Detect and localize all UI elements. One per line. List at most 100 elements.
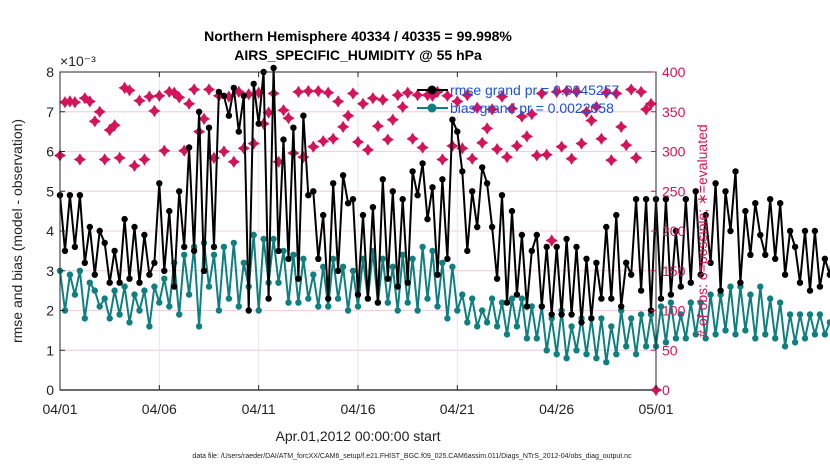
bias-point (349, 267, 357, 274)
obs-count-marker (227, 155, 240, 168)
bias-point (543, 347, 550, 354)
x-tick-label: 04/26 (539, 401, 574, 417)
x-tick-label: 05/01 (638, 401, 673, 417)
y-tick-label: 0 (46, 382, 54, 398)
rmse-point (439, 176, 446, 183)
bias-point (459, 291, 466, 298)
bias-point (121, 283, 128, 290)
obs-count-marker (525, 107, 538, 121)
rmse-point (772, 255, 779, 262)
bias-point (71, 291, 79, 298)
y-axis-label: rmse and bias (model - observation) (9, 119, 25, 343)
bias-point (166, 303, 173, 310)
bias-point (662, 339, 670, 346)
rmse-point (320, 211, 327, 219)
bias-point (136, 307, 143, 314)
rmse-point (310, 188, 317, 195)
bias-point (126, 319, 133, 326)
bias-point (210, 251, 218, 258)
obs-count-marker (406, 132, 419, 145)
rmse-point (474, 223, 481, 231)
rmse-point (449, 116, 456, 123)
rmse-point (613, 211, 620, 219)
obs-count-marker (307, 140, 320, 153)
bias-point (796, 311, 804, 318)
rmse-point (111, 247, 118, 255)
obs-count-marker (610, 87, 623, 100)
obs-count-marker (297, 150, 310, 164)
bias-point (752, 335, 759, 342)
rmse-point (508, 207, 516, 215)
bias-point (493, 323, 501, 330)
obs-count-marker (535, 87, 548, 100)
rmse-point (86, 223, 94, 231)
rmse-point (826, 271, 830, 278)
bias-point (712, 331, 719, 338)
y2-tick-label: 0 (662, 382, 670, 398)
x-tick-label: 04/11 (242, 401, 276, 417)
obs-count-marker (168, 86, 181, 99)
bias-point (583, 351, 590, 358)
bias-point (806, 311, 814, 318)
rmse-point (498, 192, 506, 199)
obs-count-marker (331, 95, 345, 108)
y2-axis-ticks: 0 50 100 150 200 250 300 350 400 (651, 64, 686, 398)
bias-point (632, 351, 640, 358)
rmse-point (295, 275, 302, 282)
bias-point (141, 287, 148, 294)
rmse-point (816, 283, 824, 290)
rmse-point (270, 64, 277, 72)
rmse-point (568, 311, 575, 318)
bias-point (290, 251, 297, 258)
rmse-point (141, 231, 148, 239)
y2-tick-label: 50 (662, 342, 678, 358)
y-tick-label: 2 (46, 303, 54, 319)
bias-point (498, 299, 506, 306)
obs-count-marker (197, 112, 211, 126)
bias-point (757, 283, 764, 290)
x-tick-label: 04/16 (340, 401, 375, 417)
obs-count-marker (471, 101, 484, 114)
rmse-point (210, 243, 218, 251)
bias-point (310, 271, 317, 278)
bias-point (732, 331, 739, 338)
bias-point (672, 335, 680, 342)
obs-count-marker (590, 100, 603, 114)
chart-subtitle: AIRS_SPECIFIC_HUMIDITY @ 55 hPa (234, 47, 482, 63)
obs-count-marker (187, 83, 201, 96)
obs-count-marker (312, 84, 325, 98)
obs-count-marker (505, 102, 519, 115)
rmse-point (573, 243, 580, 251)
bias-point (305, 295, 312, 302)
x-tick-label: 04/21 (440, 401, 475, 417)
obs-count-marker (128, 159, 141, 172)
bias-point (394, 307, 401, 314)
bias-point (334, 295, 342, 302)
y-exponent-label: ×10⁻³ (60, 53, 96, 69)
obs-count-marker (490, 142, 504, 156)
rmse-point (781, 271, 789, 278)
obs-count-marker (540, 148, 553, 161)
grid-layer (59, 71, 657, 391)
rmse-point (598, 295, 605, 302)
bias-point (151, 283, 158, 290)
rmse-point (677, 283, 684, 290)
obs-count-marker (356, 97, 370, 110)
rmse-point (275, 247, 282, 255)
bias-point (826, 319, 830, 326)
bias-point (568, 323, 575, 330)
bias-point (205, 283, 213, 290)
rmse-point (171, 283, 178, 290)
rmse-point (305, 192, 312, 199)
rmse-point (667, 291, 675, 298)
bias-point (230, 239, 237, 247)
bias-point (434, 303, 441, 310)
rmse-point (280, 136, 287, 143)
bias-point (176, 311, 183, 318)
y-tick-label: 1 (46, 342, 54, 358)
rmse-point (608, 295, 615, 302)
obs-count-marker (371, 119, 385, 133)
bias-point (821, 331, 829, 338)
bias-point (379, 255, 386, 262)
y2-tick-label: 300 (662, 144, 686, 160)
